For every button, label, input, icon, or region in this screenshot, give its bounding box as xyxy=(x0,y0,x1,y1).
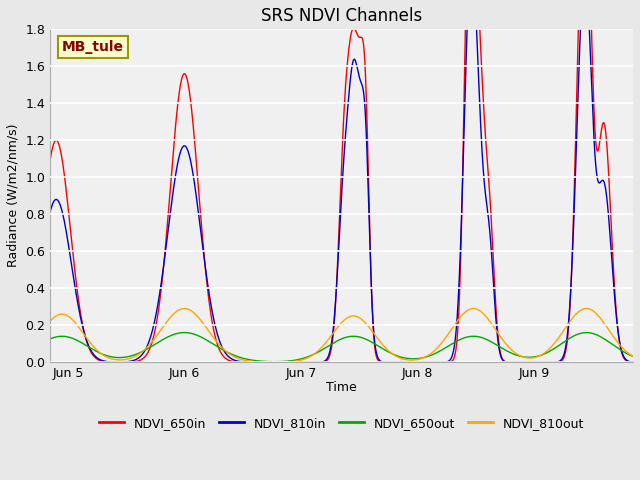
Title: SRS NDVI Channels: SRS NDVI Channels xyxy=(261,7,422,25)
X-axis label: Time: Time xyxy=(326,382,357,395)
Text: MB_tule: MB_tule xyxy=(62,40,124,54)
Legend: NDVI_650in, NDVI_810in, NDVI_650out, NDVI_810out: NDVI_650in, NDVI_810in, NDVI_650out, NDV… xyxy=(94,412,589,435)
Y-axis label: Radiance (W/m2/nm/s): Radiance (W/m2/nm/s) xyxy=(7,124,20,267)
